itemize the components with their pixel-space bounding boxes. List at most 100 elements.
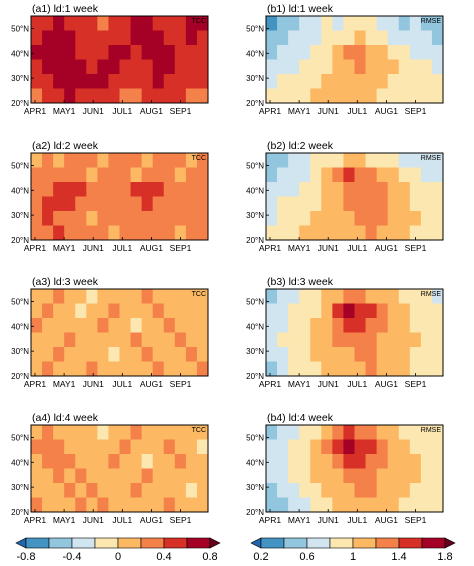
heatmap-cell (365, 16, 378, 31)
heatmap-cell (376, 454, 389, 469)
x-tick-label: APR1 (24, 106, 46, 116)
x-tick-label: SEP1 (405, 243, 427, 253)
heatmap-cell (152, 454, 165, 469)
heatmap-cell (398, 468, 411, 484)
heatmap-cell (42, 167, 54, 183)
heatmap-cell (97, 303, 109, 319)
heatmap-cell (97, 468, 109, 484)
heatmap-cell (277, 347, 289, 362)
heatmap-cell (75, 45, 87, 60)
heatmap-cell (398, 483, 411, 498)
heatmap-cell (141, 361, 154, 377)
x-tick-label: AUG1 (140, 243, 163, 253)
heatmap-cell (321, 425, 333, 440)
y-tick-label: 30°N (246, 347, 264, 356)
heatmap-cell (288, 196, 300, 212)
heatmap-cell (141, 439, 154, 455)
y-tick-label: 40°N (11, 49, 29, 58)
heatmap-cell (53, 182, 65, 197)
heatmap-cell (288, 439, 300, 455)
heatmap-cell (97, 88, 109, 104)
heatmap-cell (185, 45, 198, 60)
heatmap-cell (130, 483, 143, 498)
y-tick-label: 20°N (246, 372, 264, 381)
heatmap-cell (310, 16, 322, 31)
heatmap-cell (376, 289, 389, 304)
heatmap-cell (398, 347, 411, 362)
heatmap-cell (288, 361, 300, 377)
heatmap-cell (277, 30, 289, 46)
heatmap-cell (185, 225, 198, 241)
heatmap-cell (310, 30, 322, 46)
heatmap-cell (108, 153, 120, 168)
heatmap-cell (420, 361, 433, 377)
heatmap-cell (266, 153, 278, 168)
heatmap-cell (321, 45, 333, 60)
heatmap-cell (354, 196, 366, 212)
heatmap-cell (64, 30, 76, 46)
heatmap-cell (163, 59, 176, 75)
heatmap-cell (196, 289, 209, 304)
plot-frame (265, 424, 444, 513)
heatmap-cell (75, 153, 87, 168)
heatmap-cell (174, 332, 187, 348)
heatmap-cell (266, 347, 278, 362)
heatmap-cell (31, 196, 43, 212)
heatmap-cell (299, 196, 311, 212)
heatmap-cell (354, 454, 366, 469)
heatmap-cell (53, 167, 65, 183)
heatmap-cell (277, 182, 289, 197)
heatmap-cell (310, 303, 322, 319)
heatmap-cell (299, 59, 311, 75)
x-tick-label: SEP1 (405, 515, 427, 525)
heatmap-cell (431, 16, 444, 31)
heatmap-cell (288, 88, 300, 104)
heatmap-cell (152, 347, 165, 362)
heatmap-cell (431, 30, 444, 46)
heatmap-cell (277, 289, 289, 304)
heatmap-cell (97, 332, 109, 348)
heatmap-cell (42, 318, 54, 333)
heatmap-cell (387, 289, 400, 304)
y-tick-label: 40°N (246, 458, 264, 467)
x-tick-label: APR1 (259, 379, 281, 389)
heatmap-cell (387, 332, 400, 348)
heatmap-cell (75, 88, 87, 104)
heatmap-cell (97, 439, 109, 455)
heatmap-cell (299, 468, 311, 484)
heatmap-cell (310, 45, 322, 60)
y-tick-label: 50°N (246, 24, 264, 33)
plot-frame (265, 152, 444, 241)
heatmap-cell (97, 30, 109, 46)
heatmap-cell (310, 468, 322, 484)
heatmap-cell (343, 361, 355, 377)
colorbar-swatch (163, 537, 188, 549)
heatmap-cell (64, 361, 76, 377)
heatmap-cell (75, 196, 87, 212)
heatmap-cell (288, 167, 300, 183)
heatmap-cell (108, 182, 120, 197)
x-tick-label: APR1 (259, 243, 281, 253)
heatmap-cell (53, 211, 65, 226)
x-tick-label: JUL1 (112, 515, 132, 525)
heatmap-cell (376, 59, 389, 75)
heatmap-cell (431, 289, 444, 304)
x-tick-label: SEP1 (170, 379, 192, 389)
heatmap-cell (321, 303, 333, 319)
heatmap-cell (354, 303, 366, 319)
heatmap-cell (431, 497, 444, 513)
heatmap-cell (86, 332, 98, 348)
heatmap-cell (420, 468, 433, 484)
heatmap-cell (119, 497, 131, 513)
heatmap-cell (97, 182, 109, 197)
heatmap-cell (266, 425, 278, 440)
y-tick-label: 20°N (246, 236, 264, 245)
heatmap-cell (108, 425, 120, 440)
heatmap-cell (42, 439, 54, 455)
heatmap-cell (97, 347, 109, 362)
heatmap-cell (420, 167, 433, 183)
heatmap-cell (277, 16, 289, 31)
heatmap-cell (86, 153, 98, 168)
panel-b2: (b2) ld:2 week RMSE 20°N 30°N 40°N 50°N APR1 MA… (246, 140, 444, 253)
heatmap-cell (354, 211, 366, 226)
